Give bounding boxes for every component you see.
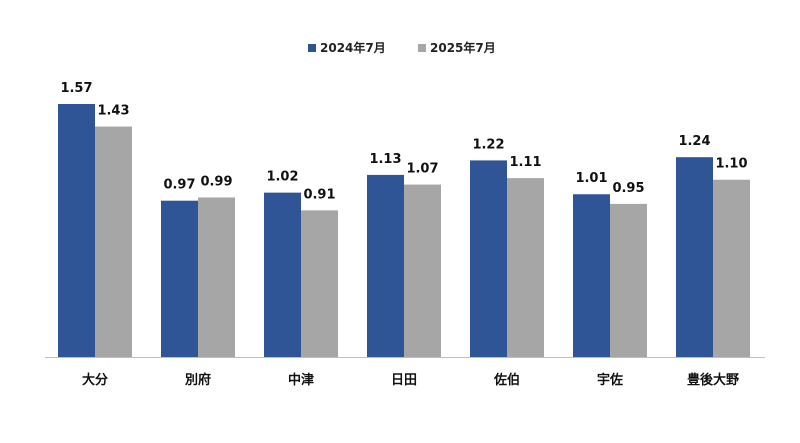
value-label-1-5: 1.22 — [472, 137, 504, 152]
bar-2-5 — [507, 178, 544, 357]
legend-swatch-1 — [308, 44, 316, 52]
bar-2-4 — [404, 184, 441, 357]
category-label-5: 佐伯 — [493, 372, 520, 388]
bar-2-6 — [610, 203, 647, 357]
bar-1-5 — [470, 160, 507, 357]
bar-1-4 — [367, 174, 404, 357]
value-label-1-3: 1.02 — [266, 170, 298, 185]
bar-1-1 — [58, 104, 95, 357]
category-label-1: 大分 — [82, 372, 108, 388]
category-label-2: 別府 — [184, 372, 211, 388]
bar-1-3 — [264, 192, 301, 357]
value-labels-group: 1.57 1.43 0.97 0.99 1.02 0.91 1.13 1.07 1.22 1.11… — [60, 81, 747, 202]
bar-1-2 — [161, 200, 198, 357]
bar-1-6 — [573, 194, 610, 357]
legend-label-2: 2025年7月 — [430, 40, 496, 55]
legend: 2024年7月 2025年7月 — [308, 40, 496, 55]
bar-2-7 — [713, 179, 750, 357]
value-label-1-2: 0.97 — [163, 178, 195, 193]
legend-label-1: 2024年7月 — [320, 40, 386, 55]
category-label-3: 中津 — [288, 372, 314, 388]
bar-2-2 — [198, 197, 235, 357]
value-label-1-4: 1.13 — [369, 152, 401, 167]
value-label-2-1: 1.43 — [97, 104, 129, 119]
bar-2-1 — [95, 126, 132, 357]
value-label-2-2: 0.99 — [200, 174, 232, 189]
value-label-1-7: 1.24 — [678, 134, 710, 149]
bar-1-7 — [676, 157, 713, 357]
value-label-2-5: 1.11 — [509, 155, 541, 170]
value-label-1-6: 1.01 — [575, 171, 607, 186]
category-label-7: 豊後大野 — [687, 372, 739, 388]
legend-swatch-2 — [418, 44, 426, 52]
value-label-1-1: 1.57 — [60, 81, 92, 96]
value-label-2-4: 1.07 — [406, 162, 438, 177]
category-label-4: 日田 — [391, 373, 417, 388]
value-label-2-3: 0.91 — [303, 187, 335, 202]
category-labels-group: 大分 別府 中津 日田 佐伯 宇佐 豊後大野 — [82, 372, 739, 388]
bars-group — [58, 104, 750, 357]
bar-2-3 — [301, 210, 338, 357]
category-label-6: 宇佐 — [597, 372, 623, 388]
value-label-2-6: 0.95 — [612, 181, 644, 196]
value-label-2-7: 1.10 — [715, 157, 747, 172]
